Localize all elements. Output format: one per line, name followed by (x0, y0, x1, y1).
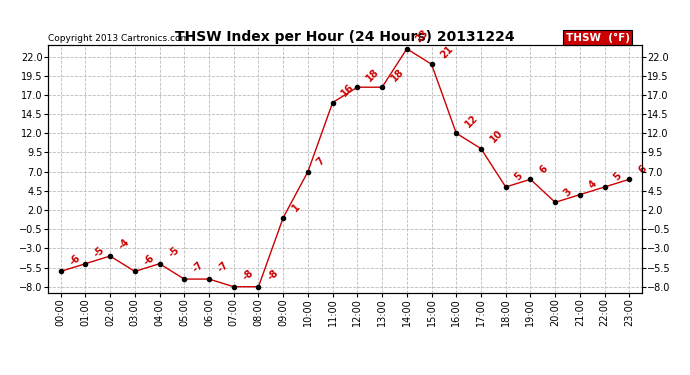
Text: THSW  (°F): THSW (°F) (566, 33, 630, 42)
Text: Copyright 2013 Cartronics.com: Copyright 2013 Cartronics.com (48, 33, 190, 42)
Text: 21: 21 (438, 44, 455, 60)
Text: 23: 23 (414, 28, 431, 45)
Text: 4: 4 (586, 178, 599, 190)
Text: 5: 5 (513, 171, 524, 183)
Text: 12: 12 (463, 112, 480, 129)
Text: 5: 5 (611, 171, 623, 183)
Text: 18: 18 (364, 66, 381, 83)
Text: 3: 3 (562, 186, 574, 198)
Text: 6: 6 (636, 163, 648, 175)
Text: -6: -6 (141, 252, 157, 267)
Text: 6: 6 (538, 163, 549, 175)
Text: 18: 18 (389, 66, 406, 83)
Text: -5: -5 (166, 245, 181, 260)
Text: -6: -6 (68, 252, 82, 267)
Text: -7: -7 (191, 260, 206, 275)
Text: -7: -7 (216, 260, 230, 275)
Text: -8: -8 (241, 268, 255, 283)
Text: -4: -4 (117, 237, 132, 252)
Title: THSW Index per Hour (24 Hours) 20131224: THSW Index per Hour (24 Hours) 20131224 (175, 30, 515, 44)
Text: 7: 7 (315, 156, 326, 168)
Text: 10: 10 (488, 128, 504, 144)
Text: 16: 16 (339, 82, 356, 98)
Text: -5: -5 (92, 245, 107, 260)
Text: 1: 1 (290, 202, 302, 213)
Text: -8: -8 (266, 268, 280, 283)
